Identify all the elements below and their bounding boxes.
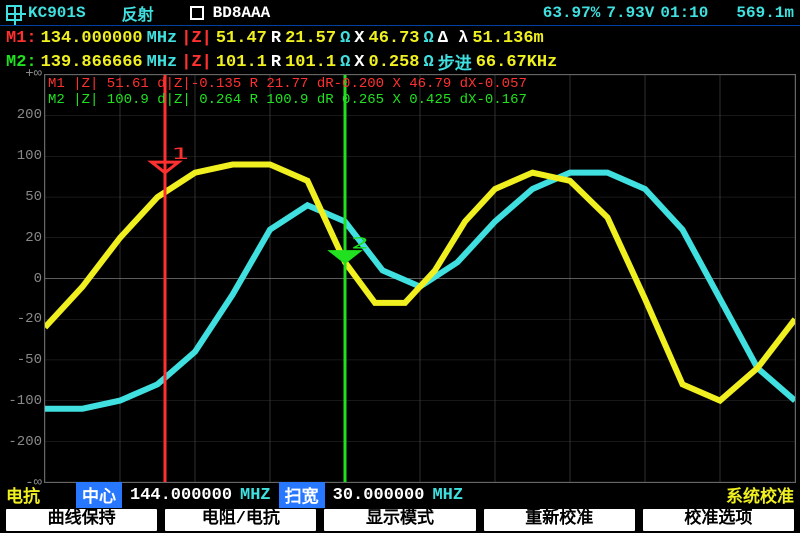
marker-2-x-label: X — [354, 53, 364, 72]
center-unit: MHZ — [240, 486, 271, 505]
brand-icon — [6, 5, 22, 21]
marker-1-delta-label: Δ λ — [438, 29, 469, 48]
softkey-display[interactable]: 显示模式 — [324, 509, 475, 531]
marker-2-step-val: 66.67KHz — [476, 53, 558, 72]
marker-1-x-unit: Ω — [424, 29, 434, 48]
trace-readout-m1: M1 |Z| 51.61 d|Z|-0.135 R 21.77 dR-0.200… — [48, 76, 527, 92]
marker-2-z-label: |Z| — [181, 53, 212, 72]
trace-readout-m2: M2 |Z| 100.9 d|Z| 0.264 R 100.9 dR 0.265… — [48, 92, 527, 108]
marker-1-r-val: 21.57 — [285, 29, 336, 48]
marker-1-r-label: R — [271, 29, 281, 48]
center-label[interactable]: 中心 — [76, 482, 122, 508]
chart-area: +∞20010050200-20-50-100-200-∞ 12 M1 |Z| … — [0, 74, 800, 483]
softkey-recal[interactable]: 重新校准 — [484, 509, 635, 531]
marker-1-freq-unit: MHz — [147, 29, 178, 48]
time-readout: 01:10 — [660, 4, 708, 22]
cal-label: 系统校准 — [726, 482, 794, 508]
marker-1-r-unit: Ω — [340, 29, 350, 48]
span-label[interactable]: 扫宽 — [279, 482, 325, 508]
softkey-calopt[interactable]: 校准选项 — [643, 509, 794, 531]
marker-1-z-val: 51.47 — [216, 29, 267, 48]
y-tick-label: 200 — [17, 107, 42, 123]
trace-readout: M1 |Z| 51.61 d|Z|-0.135 R 21.77 dR-0.200… — [48, 76, 527, 108]
model-label: KC901S — [28, 4, 86, 22]
marker-1-row: M1: 134.000000 MHz |Z| 51.47 R 21.57 Ω X… — [0, 26, 800, 50]
callsign: BD8AAA — [213, 4, 271, 22]
plot-region[interactable]: 12 — [44, 74, 796, 483]
y-tick-label: 100 — [17, 148, 42, 164]
softkey-r-x[interactable]: 电阻/电抗 — [165, 509, 316, 531]
marker-2-r-unit: Ω — [340, 53, 350, 72]
softkey-bar: 曲线保持 电阻/电抗 显示模式 重新校准 校准选项 — [0, 507, 800, 533]
y-axis-name: 电抗 — [6, 482, 40, 508]
marker-2-x-unit: Ω — [424, 53, 434, 72]
marker-2-freq-unit: MHz — [147, 53, 178, 72]
marker-2-x-val: 0.258 — [369, 53, 420, 72]
marker-1-freq: 134.000000 — [41, 29, 143, 48]
marker-2-step-label: 步进 — [438, 49, 472, 75]
marker-1-x-label: X — [354, 29, 364, 48]
marker-1-delta-val: 51.136m — [472, 29, 543, 48]
y-tick-label: -50 — [17, 352, 42, 368]
marker-2-z-val: 101.1 — [216, 53, 267, 72]
y-tick-label: -200 — [8, 434, 42, 450]
marker-1-label: M1: — [6, 29, 37, 48]
marker-1-x-val: 46.73 — [369, 29, 420, 48]
marker-2-freq: 139.866666 — [41, 53, 143, 72]
aux-readout: 569.1m — [736, 4, 794, 22]
y-axis-labels: +∞20010050200-20-50-100-200-∞ — [0, 74, 44, 483]
plot-svg: 12 — [45, 75, 795, 482]
span-unit: MHZ — [432, 486, 463, 505]
marker-1-z-label: |Z| — [181, 29, 212, 48]
svg-text:2: 2 — [351, 234, 369, 253]
status-bar: KC901S 反射 BD8AAA 63.97% 7.93V 01:10 569.… — [0, 0, 800, 26]
softkey-hold[interactable]: 曲线保持 — [6, 509, 157, 531]
y-tick-label: 0 — [34, 271, 42, 287]
y-tick-label: +∞ — [25, 66, 42, 82]
span-freq: 30.000000 — [333, 486, 425, 505]
marker-2-r-label: R — [271, 53, 281, 72]
checkbox-icon — [190, 6, 204, 20]
y-tick-label: 20 — [25, 230, 42, 246]
voltage-readout: 7.93V — [606, 4, 654, 22]
y-tick-label: -20 — [17, 311, 42, 327]
svg-text:1: 1 — [171, 144, 189, 163]
marker-2-r-val: 101.1 — [285, 53, 336, 72]
center-freq: 144.000000 — [130, 486, 232, 505]
y-tick-label: -100 — [8, 393, 42, 409]
percent-readout: 63.97% — [543, 4, 601, 22]
bottom-info-bar: 电抗 中心 144.000000 MHZ 扫宽 30.000000 MHZ 系统… — [0, 483, 800, 507]
mode-label: 反射 — [122, 1, 154, 25]
y-tick-label: 50 — [25, 189, 42, 205]
marker-2-row: M2: 139.866666 MHz |Z| 101.1 R 101.1 Ω X… — [0, 50, 800, 74]
